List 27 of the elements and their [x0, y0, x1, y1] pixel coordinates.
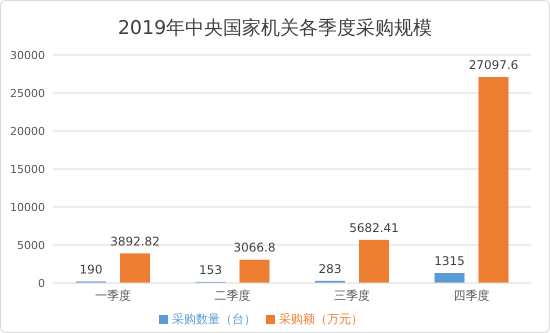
data-label: 283 — [318, 262, 342, 276]
bar — [240, 260, 270, 283]
y-tick-label: 30000 — [10, 48, 45, 62]
y-tick-label: 5000 — [17, 238, 45, 252]
data-label: 3892.82 — [110, 234, 160, 248]
y-tick-label: 20000 — [10, 124, 45, 138]
bar — [478, 77, 508, 283]
data-label: 1315 — [434, 254, 465, 268]
bar — [434, 273, 464, 283]
data-label: 3066.8 — [234, 240, 276, 255]
y-tick-label: 25000 — [10, 86, 45, 100]
legend-label: 采购额（万元） — [279, 312, 363, 326]
x-tick-label: 二季度 — [214, 288, 250, 303]
data-label: 5682.41 — [349, 220, 399, 235]
y-tick-label: 10000 — [10, 200, 45, 214]
data-label: 153 — [199, 262, 222, 277]
bar — [120, 253, 150, 283]
bar — [359, 240, 389, 283]
data-label: 190 — [80, 262, 102, 277]
legend-label: 采购数量（台） — [172, 312, 256, 326]
chart-title: 2019年中央国家机关各季度采购规模 — [116, 16, 434, 41]
x-tick-label: 一季度 — [94, 288, 131, 303]
x-tick-label: 四季度 — [453, 288, 490, 303]
y-tick-label: 0 — [38, 276, 45, 290]
data-label: 27097.6 — [468, 58, 518, 72]
x-tick-label: 三季度 — [334, 288, 370, 303]
y-tick-label: 15000 — [10, 162, 45, 176]
